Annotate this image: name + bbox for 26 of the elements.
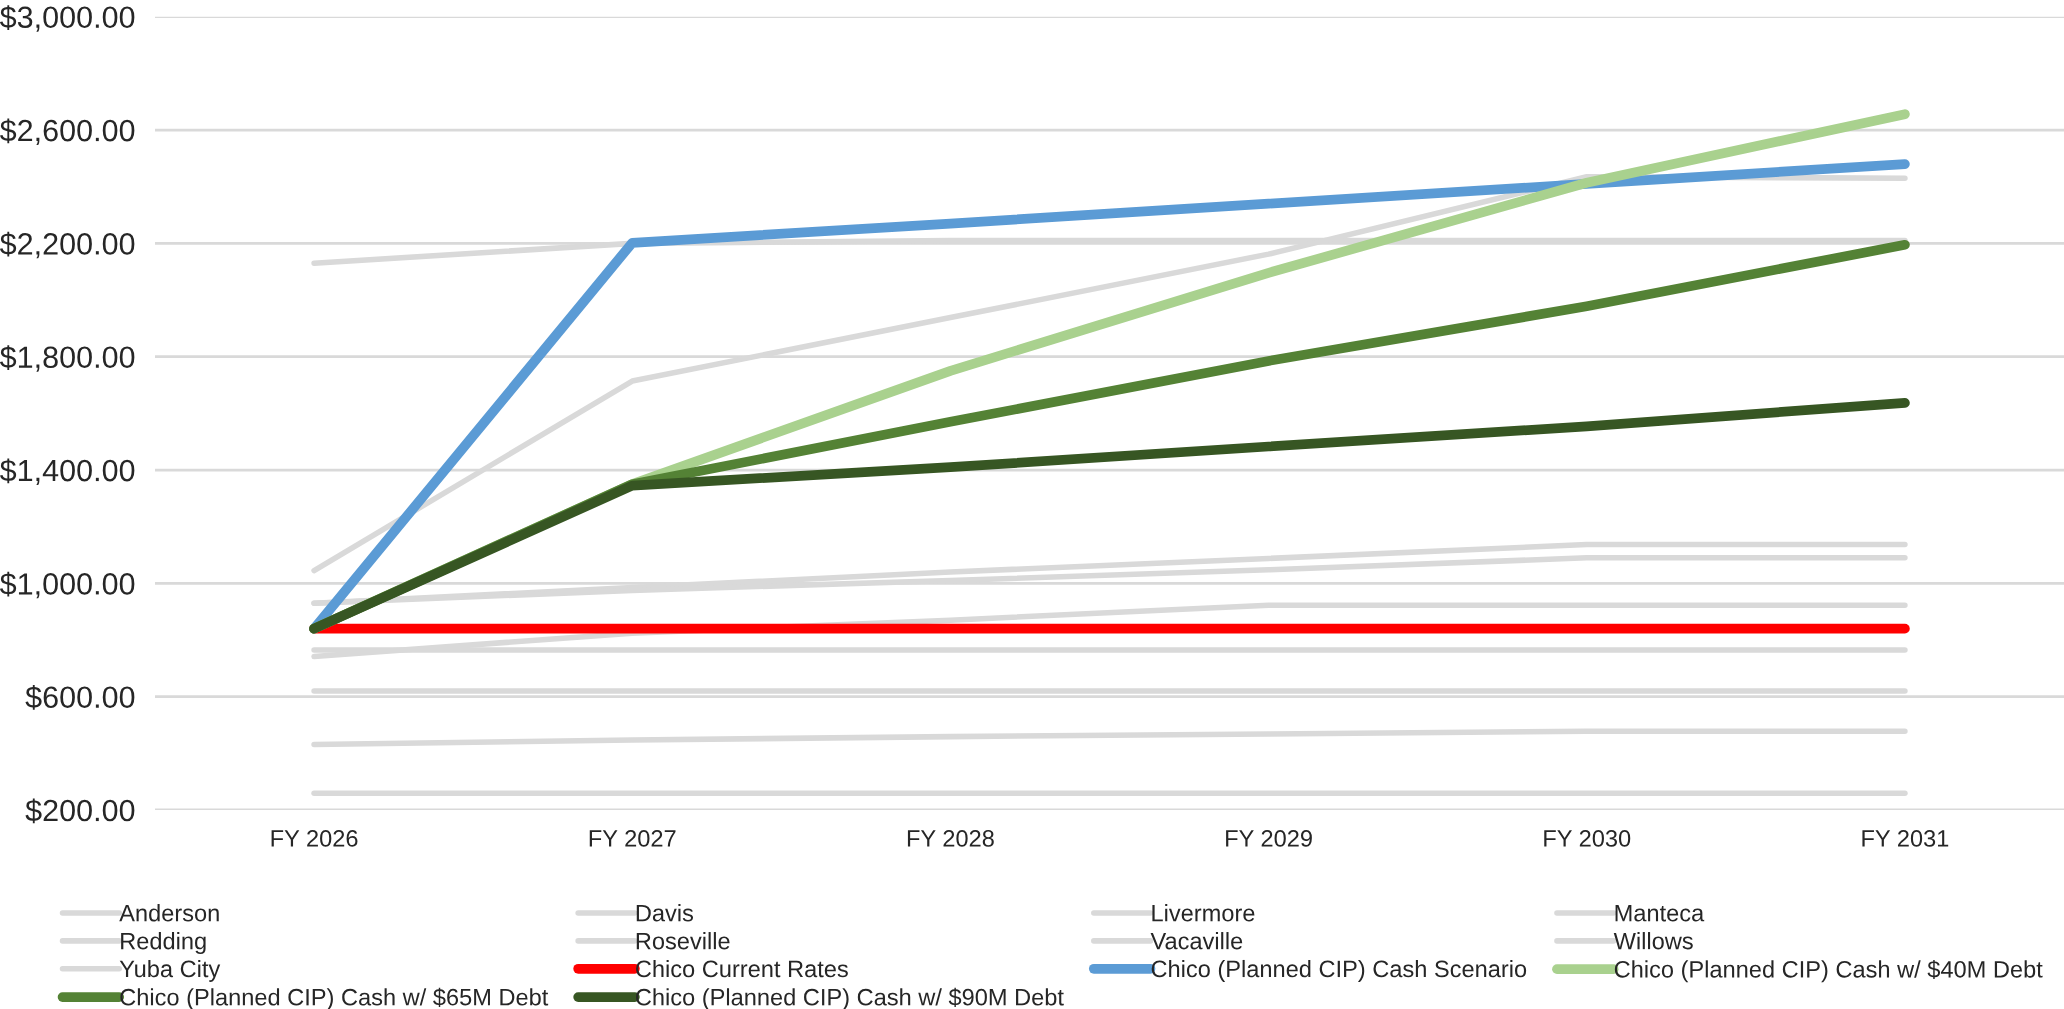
legend-label: Willows <box>1613 932 1693 950</box>
y-tick-label: $2,200.00 <box>0 231 135 259</box>
x-tick-label: FY 2027 <box>589 830 676 847</box>
legend-label: Davis <box>636 904 694 922</box>
y-tick-label: $1,000.00 <box>0 571 135 599</box>
legend-label: Yuba City <box>119 959 221 982</box>
legend-label: Chico Current Rates <box>636 959 848 978</box>
x-tick-label: FY 2031 <box>1862 830 1949 847</box>
y-tick-label: $600.00 <box>25 685 135 710</box>
y-tick-label: $1,400.00 <box>0 458 135 485</box>
x-tick-label: FY 2029 <box>1226 830 1312 847</box>
y-tick-label: $2,600.00 <box>0 118 135 146</box>
legend-label: Manteca <box>1615 904 1705 922</box>
y-tick-label: $1,800.00 <box>0 345 135 372</box>
legend-label: Anderson <box>119 904 219 922</box>
x-tick-label: FY 2026 <box>271 830 358 847</box>
legend-label: Redding <box>121 932 206 955</box>
legend-label: Chico (Planned CIP) Cash w/ $40M Debt <box>1614 959 2043 983</box>
legend-label: Chico (Planned CIP) Cash Scenario <box>1151 959 1527 982</box>
y-tick-label: $3,000.00 <box>0 5 135 32</box>
x-tick-label: FY 2030 <box>1544 830 1631 847</box>
x-tick-label: FY 2028 <box>907 830 994 847</box>
legend-label: Livermore <box>1152 904 1255 922</box>
y-tick-label: $200.00 <box>25 798 135 824</box>
legend-label: Vacaville <box>1150 932 1243 950</box>
legend-label: Roseville <box>636 932 730 950</box>
